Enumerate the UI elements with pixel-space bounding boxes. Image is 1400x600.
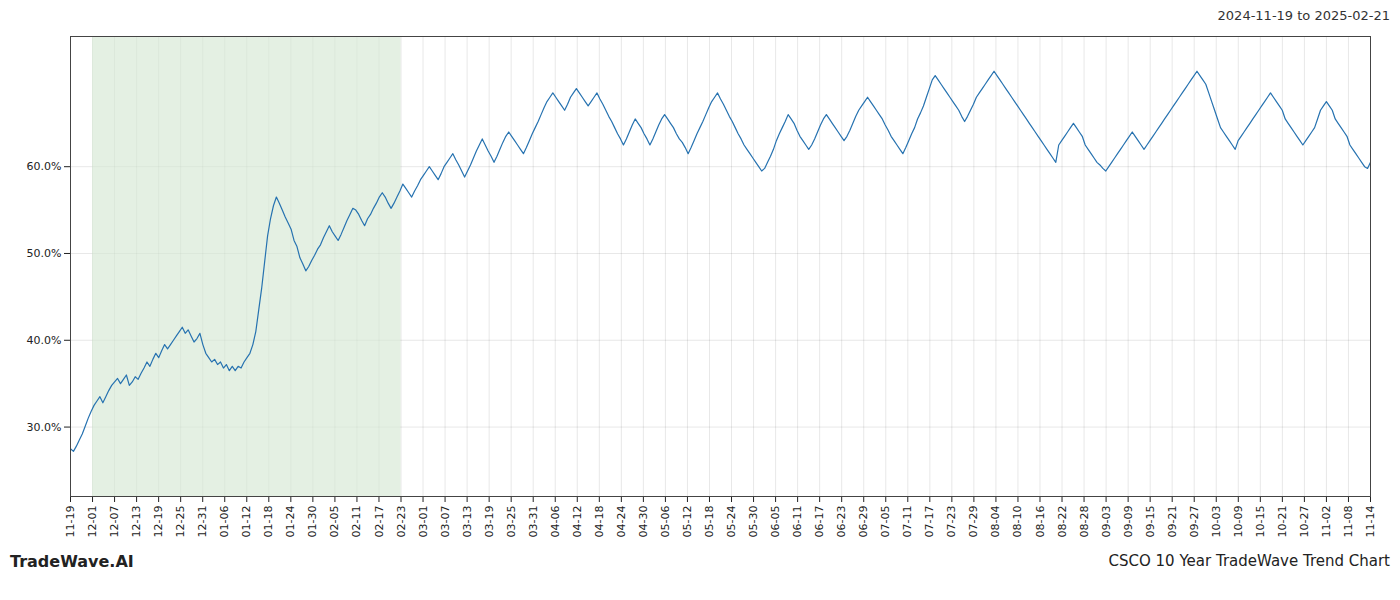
- svg-text:03-31: 03-31: [527, 506, 540, 538]
- svg-text:06-29: 06-29: [857, 506, 870, 538]
- svg-text:07-17: 07-17: [923, 506, 936, 538]
- svg-text:03-25: 03-25: [505, 506, 518, 538]
- svg-text:08-10: 08-10: [1011, 506, 1024, 538]
- svg-text:05-18: 05-18: [703, 506, 716, 538]
- svg-text:10-03: 10-03: [1210, 506, 1223, 538]
- svg-text:05-24: 05-24: [725, 506, 738, 538]
- svg-text:09-27: 09-27: [1188, 506, 1201, 538]
- svg-text:10-21: 10-21: [1276, 506, 1289, 538]
- svg-text:04-24: 04-24: [615, 506, 628, 538]
- svg-text:11-02: 11-02: [1320, 506, 1333, 538]
- svg-text:09-09: 09-09: [1122, 506, 1135, 538]
- svg-text:09-03: 09-03: [1100, 506, 1113, 538]
- svg-text:01-06: 01-06: [218, 506, 231, 538]
- svg-text:12-25: 12-25: [174, 506, 187, 538]
- svg-text:02-23: 02-23: [395, 506, 408, 538]
- html-text:2024-11-19 to 2025-02-21: 2024-11-19 to 2025-02-21: [1217, 8, 1390, 23]
- svg-text:11-19: 11-19: [64, 506, 77, 538]
- svg-text:03-01: 03-01: [417, 506, 430, 538]
- svg-text:04-18: 04-18: [593, 506, 606, 538]
- svg-text:07-11: 07-11: [901, 506, 914, 538]
- svg-text:05-06: 05-06: [659, 506, 672, 538]
- svg-text:07-29: 07-29: [967, 506, 980, 538]
- svg-text:10-09: 10-09: [1232, 506, 1245, 538]
- svg-text:11-14: 11-14: [1364, 506, 1377, 538]
- svg-text:06-17: 06-17: [813, 506, 826, 538]
- html-text:CSCO 10 Year TradeWave Trend C: CSCO 10 Year TradeWave Trend Chart: [1108, 552, 1390, 570]
- svg-text:12-19: 12-19: [152, 506, 165, 538]
- svg-text:02-11: 02-11: [350, 506, 363, 538]
- svg-text:03-19: 03-19: [483, 506, 496, 538]
- svg-text:07-05: 07-05: [879, 506, 892, 538]
- svg-text:06-23: 06-23: [835, 506, 848, 538]
- svg-text:06-11: 06-11: [791, 506, 804, 538]
- svg-text:07-23: 07-23: [945, 506, 958, 538]
- svg-text:09-21: 09-21: [1166, 506, 1179, 538]
- svg-text:08-04: 08-04: [989, 506, 1002, 538]
- svg-text:02-17: 02-17: [372, 506, 385, 538]
- svg-text:10-27: 10-27: [1298, 506, 1311, 538]
- svg-text:05-30: 05-30: [747, 506, 760, 538]
- svg-text:03-07: 03-07: [439, 506, 452, 538]
- svg-text:08-22: 08-22: [1056, 506, 1069, 538]
- svg-text:01-30: 01-30: [306, 506, 319, 538]
- svg-text:01-18: 01-18: [262, 506, 275, 538]
- svg-text:01-12: 01-12: [240, 506, 253, 538]
- svg-text:04-06: 04-06: [549, 506, 562, 538]
- svg-text:08-16: 08-16: [1034, 506, 1047, 538]
- svg-text:10-15: 10-15: [1254, 506, 1267, 538]
- svg-text:05-12: 05-12: [681, 506, 694, 538]
- svg-text:30.0%: 30.0%: [27, 421, 62, 434]
- svg-text:11-08: 11-08: [1342, 506, 1355, 538]
- html-text:TradeWave.AI: TradeWave.AI: [10, 551, 134, 571]
- svg-text:04-12: 04-12: [571, 506, 584, 538]
- svg-text:04-30: 04-30: [637, 506, 650, 538]
- svg-text:03-13: 03-13: [461, 506, 474, 538]
- svg-text:02-05: 02-05: [328, 506, 341, 538]
- svg-text:12-01: 12-01: [86, 506, 99, 538]
- svg-text:06-05: 06-05: [769, 506, 782, 538]
- svg-text:50.0%: 50.0%: [27, 247, 62, 260]
- svg-text:01-24: 01-24: [284, 506, 297, 538]
- svg-text:12-13: 12-13: [130, 506, 143, 538]
- svg-text:09-15: 09-15: [1144, 506, 1157, 538]
- svg-text:12-07: 12-07: [108, 506, 121, 538]
- svg-text:40.0%: 40.0%: [27, 334, 62, 347]
- svg-text:08-28: 08-28: [1078, 506, 1091, 538]
- svg-text:12-31: 12-31: [196, 506, 209, 538]
- svg-text:60.0%: 60.0%: [27, 160, 62, 173]
